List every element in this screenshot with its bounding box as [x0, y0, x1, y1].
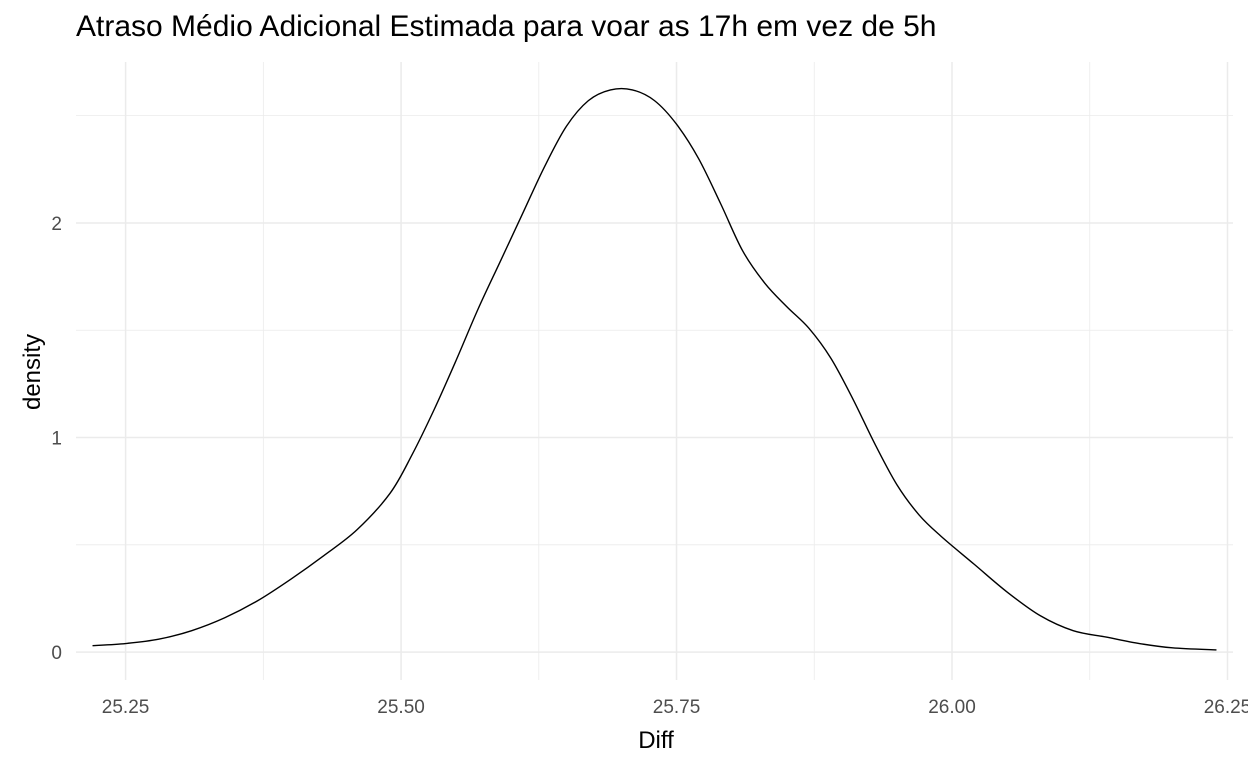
chart-title: Atraso Médio Adicional Estimada para voa…: [76, 10, 937, 43]
y-axis-title: density: [19, 334, 46, 410]
y-tick-label: 1: [51, 429, 62, 450]
grid-major: [76, 62, 1233, 680]
y-tick-label: 2: [51, 214, 62, 235]
x-tick-label: 26.00: [928, 697, 976, 718]
x-axis-title: Diff: [638, 727, 674, 754]
x-tick-label: 25.50: [377, 697, 425, 718]
density-layer: [92, 87, 1217, 651]
x-tick-label: 26.25: [1204, 697, 1248, 718]
x-tick-labels: 25.25 25.50 25.75 26.00 26.25: [102, 697, 1248, 718]
x-tick-label: 25.25: [102, 697, 150, 718]
x-tick-label: 25.75: [653, 697, 701, 718]
y-tick-label: 0: [51, 643, 62, 664]
grid-minor: [76, 62, 1233, 680]
y-tick-labels: 0 1 2: [51, 214, 62, 664]
density-curve: [92, 87, 1217, 651]
